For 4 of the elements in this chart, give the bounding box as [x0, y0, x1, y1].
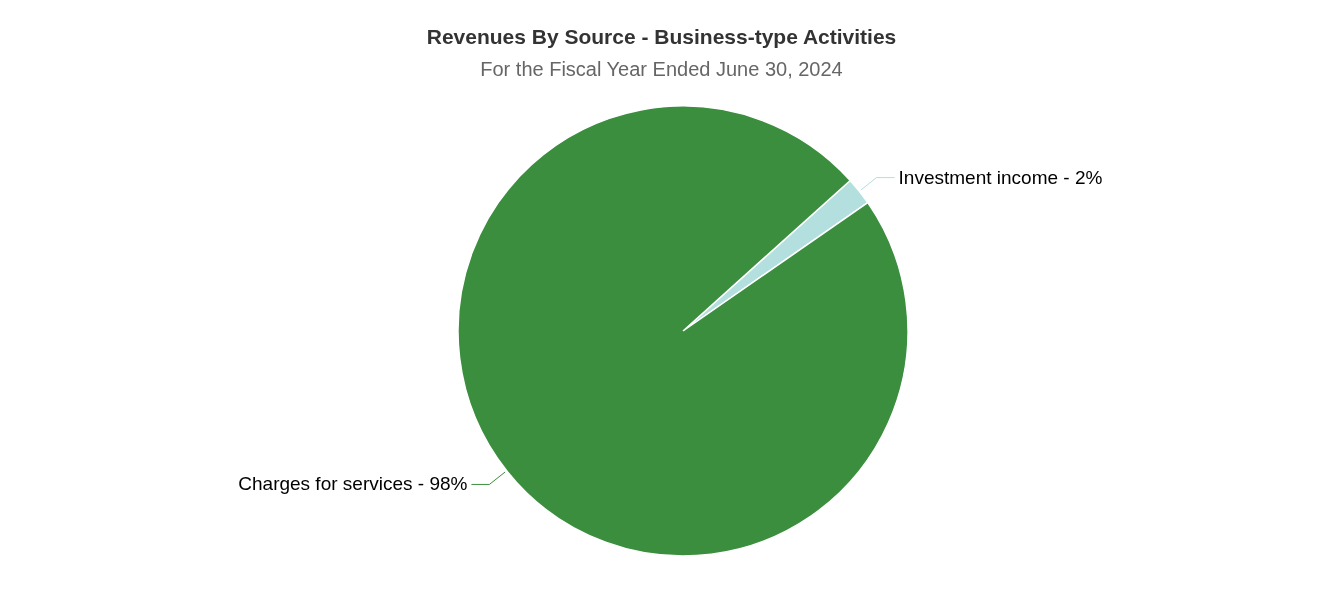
chart-subtitle: For the Fiscal Year Ended June 30, 2024	[480, 58, 843, 80]
chart-title: Revenues By Source - Business-type Activities	[426, 25, 897, 48]
legend-label: Investment income - 2%	[898, 166, 1103, 188]
slice-label: Charges for services - 98%	[238, 473, 468, 495]
